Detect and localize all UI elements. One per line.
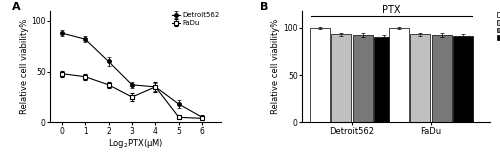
Bar xyxy=(353,35,372,122)
Bar xyxy=(374,37,394,122)
Y-axis label: Relative cell viability%: Relative cell viability% xyxy=(272,19,280,114)
Bar xyxy=(388,28,408,122)
Legend: Detroit562, FaDu: Detroit562, FaDu xyxy=(172,12,220,26)
Text: B: B xyxy=(260,2,269,12)
Bar xyxy=(310,28,330,122)
Legend: 0, 1.0nM, 2.0nM, 3.0nM: 0, 1.0nM, 2.0nM, 3.0nM xyxy=(497,12,500,41)
Bar xyxy=(332,34,351,122)
Y-axis label: Relative cell viability%: Relative cell viability% xyxy=(20,19,28,114)
Bar xyxy=(432,35,452,122)
Bar xyxy=(453,36,473,122)
Text: A: A xyxy=(12,2,21,12)
X-axis label: Log$_2$PTX(μM): Log$_2$PTX(μM) xyxy=(108,137,163,150)
Bar xyxy=(410,34,430,122)
Text: PTX: PTX xyxy=(382,6,400,15)
